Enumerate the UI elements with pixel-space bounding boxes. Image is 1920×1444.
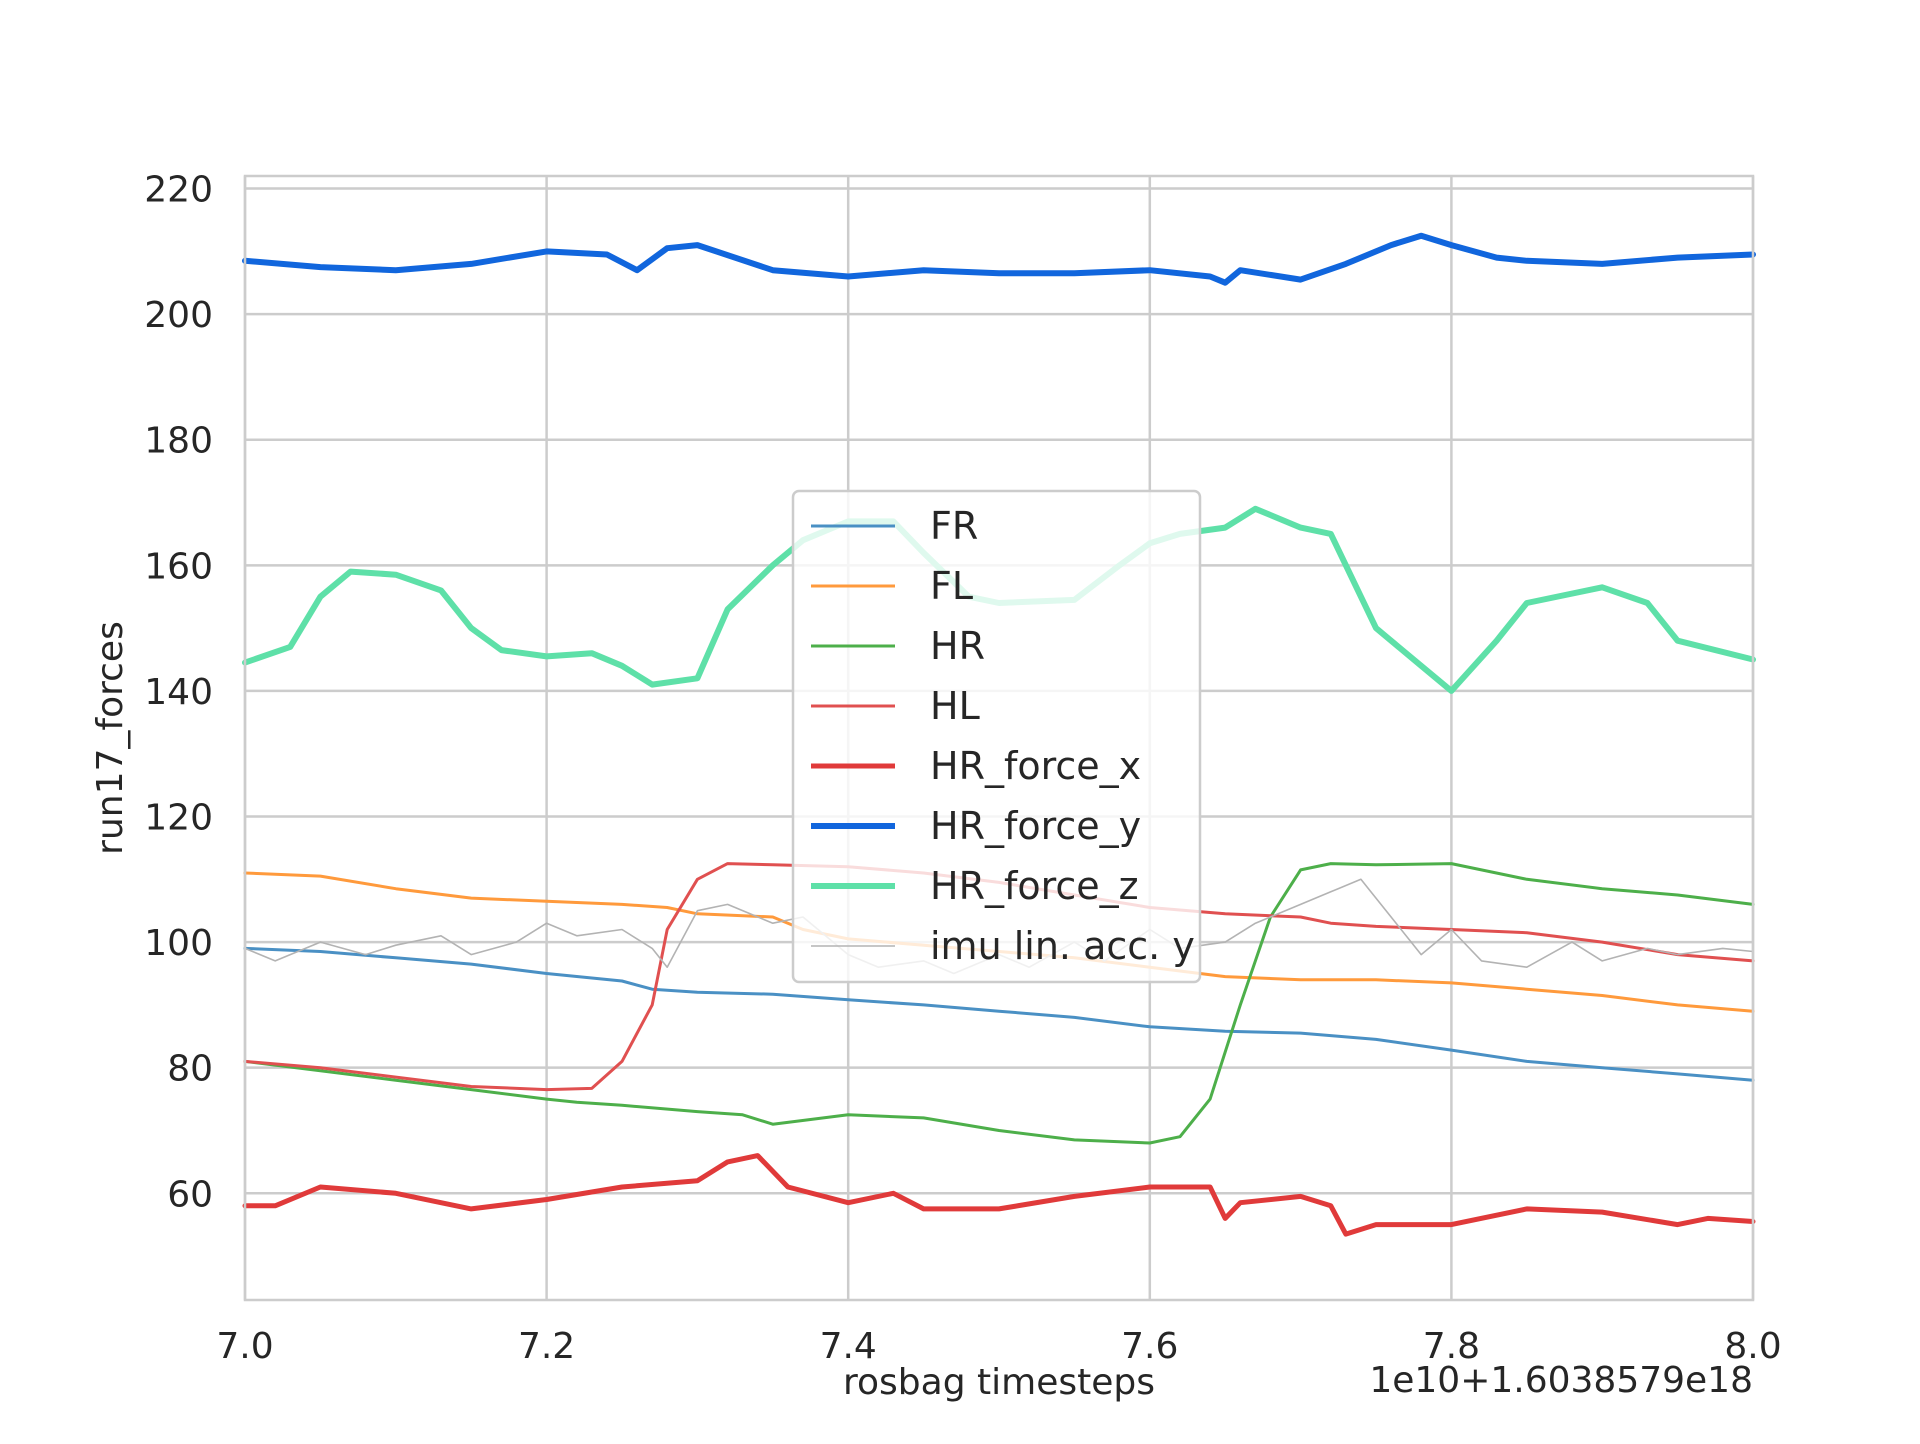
- series-line-hr-force-y: [242, 232, 1756, 286]
- x-axis-title: rosbag timesteps: [843, 1362, 1155, 1403]
- y-axis-title: run17_forces: [90, 621, 131, 855]
- legend: FR FL HR HL HR_force_x HR_force_y HR_force_zim…: [791, 489, 1202, 984]
- x-tick-label: 7.6: [1121, 1326, 1178, 1367]
- y-tick-label: 60: [167, 1174, 213, 1215]
- series-line-fr: [243, 946, 1755, 1082]
- x-tick-label: 8.0: [1724, 1326, 1781, 1367]
- legend-label: FL: [930, 564, 973, 608]
- plot-frame: [243, 174, 1755, 1302]
- legend-label: HR_force_y: [930, 804, 1141, 848]
- legend-label: HR: [930, 624, 985, 668]
- series-line-hr: [243, 862, 1755, 1145]
- legend-label: HR_force_z: [930, 864, 1139, 908]
- legend-box: [791, 489, 1202, 984]
- y-tick-label: 160: [144, 546, 213, 587]
- x-offset-label: 1e10+1.6038579e18: [1369, 1360, 1753, 1401]
- x-tick-label: 7.4: [820, 1326, 877, 1367]
- y-tick-label: 200: [144, 295, 213, 336]
- x-tick-label: 7.2: [518, 1326, 575, 1367]
- y-tick-label: 80: [167, 1049, 213, 1090]
- y-tick-label: 220: [144, 170, 213, 211]
- x-tick-label: 7.0: [216, 1326, 273, 1367]
- legend-label: imu lin. acc. y: [930, 924, 1195, 968]
- legend-label: FR: [930, 504, 978, 548]
- x-tick-label: 7.8: [1423, 1326, 1480, 1367]
- tick-labels: 7.0 7.2 7.4 7.6 7.8 8.0 60 80 100 120 140 160 180 200…: [144, 170, 1781, 1367]
- legend-label: HR_force_x: [930, 744, 1141, 788]
- y-tick-label: 140: [144, 672, 213, 713]
- series-line-hr-force-x: [242, 1153, 1756, 1237]
- legend-label: HL: [930, 684, 980, 728]
- y-tick-label: 120: [144, 797, 213, 838]
- y-tick-label: 180: [144, 421, 213, 462]
- y-tick-label: 100: [144, 923, 213, 964]
